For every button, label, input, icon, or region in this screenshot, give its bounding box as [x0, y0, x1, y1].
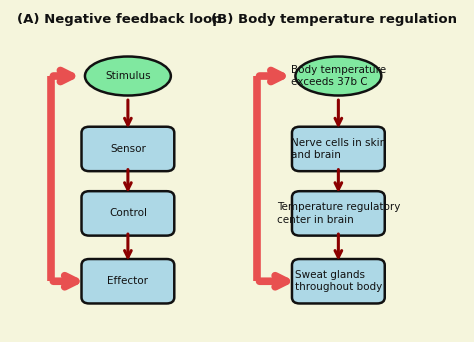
Text: Sweat glands
throughout body: Sweat glands throughout body: [295, 270, 382, 292]
Text: Stimulus: Stimulus: [105, 71, 151, 81]
FancyBboxPatch shape: [292, 259, 385, 303]
Text: (B) Body temperature regulation: (B) Body temperature regulation: [211, 13, 457, 26]
FancyBboxPatch shape: [82, 127, 174, 171]
Ellipse shape: [85, 56, 171, 95]
FancyBboxPatch shape: [292, 191, 385, 236]
FancyBboxPatch shape: [292, 127, 385, 171]
Text: Control: Control: [109, 208, 147, 219]
Text: (A) Negative feedback loop: (A) Negative feedback loop: [17, 13, 222, 26]
Text: Temperature regulatory
center in brain: Temperature regulatory center in brain: [277, 202, 400, 225]
Text: Nerve cells in skin
and brain: Nerve cells in skin and brain: [291, 138, 386, 160]
Text: Effector: Effector: [108, 276, 148, 286]
FancyBboxPatch shape: [82, 259, 174, 303]
Text: Body temperature
exceeds 37b C: Body temperature exceeds 37b C: [291, 65, 386, 87]
Text: Sensor: Sensor: [110, 144, 146, 154]
Ellipse shape: [295, 56, 381, 95]
FancyBboxPatch shape: [82, 191, 174, 236]
